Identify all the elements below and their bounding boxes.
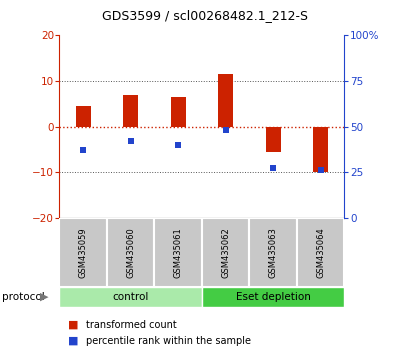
Text: GSM435064: GSM435064: [315, 227, 324, 278]
Text: GDS3599 / scl00268482.1_212-S: GDS3599 / scl00268482.1_212-S: [102, 9, 307, 22]
Bar: [107, 218, 154, 287]
Bar: [170, 97, 185, 127]
Bar: [154, 218, 201, 287]
Point: [222, 127, 228, 133]
Point: [175, 142, 181, 148]
Bar: [296, 218, 344, 287]
Bar: [265, 127, 280, 152]
Bar: [201, 218, 249, 287]
Bar: [59, 218, 107, 287]
Point: [317, 167, 323, 173]
Bar: [123, 95, 138, 127]
Bar: [59, 287, 201, 307]
Text: GSM435061: GSM435061: [173, 227, 182, 278]
Text: GSM435063: GSM435063: [268, 227, 277, 278]
Text: GSM435060: GSM435060: [126, 227, 135, 278]
Text: percentile rank within the sample: percentile rank within the sample: [86, 336, 250, 346]
Point: [80, 147, 86, 153]
Text: transformed count: transformed count: [86, 320, 176, 330]
Bar: [312, 127, 328, 172]
Point: [269, 166, 276, 171]
Text: GSM435062: GSM435062: [220, 227, 229, 278]
Bar: [201, 287, 344, 307]
Text: ■: ■: [67, 320, 78, 330]
Text: ▶: ▶: [40, 292, 48, 302]
Text: control: control: [112, 292, 148, 302]
Text: GSM435059: GSM435059: [79, 227, 88, 278]
Text: protocol: protocol: [2, 292, 45, 302]
Text: ■: ■: [67, 336, 78, 346]
Bar: [218, 74, 233, 127]
Bar: [249, 218, 296, 287]
Point: [127, 138, 134, 144]
Bar: [75, 106, 90, 127]
Text: Eset depletion: Eset depletion: [235, 292, 310, 302]
